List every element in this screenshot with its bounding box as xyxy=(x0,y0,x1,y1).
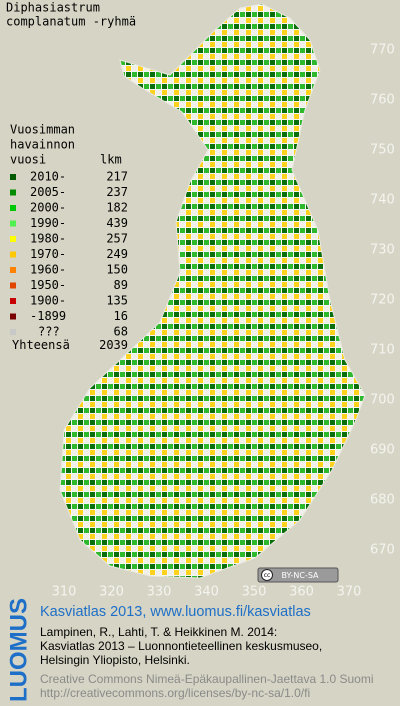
legend-count: 257 xyxy=(106,232,128,246)
x-coordinate-label: 320 xyxy=(99,585,124,600)
legend-swatch xyxy=(10,282,16,289)
coordinate-labels: 770 760 750 740 730 720 710 700 690 680 670 310 320 3… xyxy=(52,43,395,600)
legend-count: 16 xyxy=(114,309,128,323)
legend-label: 2000- xyxy=(30,201,66,215)
y-coordinate-label: 680 xyxy=(370,493,395,508)
y-coordinate-label: 710 xyxy=(370,343,395,358)
title-line: complanatum -ryhmä xyxy=(6,15,136,29)
license-line: Creative Commons Nimeä-Epäkaupallinen-Ja… xyxy=(40,672,374,686)
legend-swatch xyxy=(10,174,16,180)
legend-label: ??? xyxy=(38,325,60,339)
legend-label: 1950- xyxy=(30,278,66,292)
x-coordinate-label: 360 xyxy=(289,585,314,600)
legend-swatch xyxy=(10,220,16,227)
legend-label: 2010- xyxy=(30,170,66,184)
legend-swatch xyxy=(10,313,16,320)
svg-text:cc: cc xyxy=(264,572,271,579)
legend-swatch xyxy=(10,329,16,335)
legend-label: 1990- xyxy=(30,216,66,230)
headline: Kasviatlas 2013, www.luomus.fi/kasviatla… xyxy=(40,604,311,620)
legend-heading: Vuosimman xyxy=(10,123,75,137)
legend-count: 249 xyxy=(106,247,128,261)
x-coordinate-label: 330 xyxy=(147,585,172,600)
legend-count: 135 xyxy=(106,294,128,308)
legend-heading: vuosi xyxy=(10,153,46,167)
y-coordinate-label: 750 xyxy=(370,143,395,158)
y-coordinate-label: 690 xyxy=(370,443,395,458)
legend-label: 1960- xyxy=(30,263,66,277)
license-badge: cc BY-NC-SA xyxy=(257,567,339,583)
y-coordinate-label: 670 xyxy=(370,543,395,558)
license: Creative Commons Nimeä-Epäkaupallinen-Ja… xyxy=(40,672,374,700)
y-coordinate-label: 770 xyxy=(370,43,395,58)
legend-label: -1899 xyxy=(30,309,66,323)
legend-swatch xyxy=(10,267,16,273)
y-coordinate-label: 760 xyxy=(370,93,395,108)
legend-swatch xyxy=(10,189,16,196)
legend-total: 2039 xyxy=(99,338,128,352)
legend-count: 89 xyxy=(114,278,128,292)
citation: Lampinen, R., Lahti, T. & Heikkinen M. 2… xyxy=(40,625,322,667)
legend-count: 150 xyxy=(106,263,128,277)
citation-line: Kasviatlas 2013 – Luonnontieteellinen ke… xyxy=(40,639,322,653)
license-badge-text: BY-NC-SA xyxy=(281,571,319,580)
x-coordinate-label: 340 xyxy=(194,585,219,600)
title-line: Diphasiastrum xyxy=(6,1,100,15)
legend-count: 182 xyxy=(106,201,128,215)
legend-count: 439 xyxy=(106,216,128,230)
license-line: http://creativecommons.org/licenses/by-n… xyxy=(40,686,310,700)
legend-heading: havainnon xyxy=(10,138,75,152)
y-coordinate-label: 740 xyxy=(370,193,395,208)
legend-label: 1970- xyxy=(30,247,66,261)
x-coordinate-label: 350 xyxy=(242,585,267,600)
citation-line: Lampinen, R., Lahti, T. & Heikkinen M. 2… xyxy=(40,625,277,639)
x-coordinate-label: 370 xyxy=(337,585,362,600)
legend-count: 237 xyxy=(106,185,128,199)
legend-swatch xyxy=(10,251,16,258)
legend-label: 1900- xyxy=(30,294,66,308)
legend-count-heading: lkm xyxy=(100,153,122,167)
y-coordinate-label: 730 xyxy=(370,243,395,258)
citation-line: Helsingin Yliopisto, Helsinki. xyxy=(40,653,190,667)
y-coordinate-label: 700 xyxy=(370,393,395,408)
legend-label: 2005- xyxy=(30,185,66,199)
legend-label: 1980- xyxy=(30,232,66,246)
logo: LUOMUS xyxy=(5,598,32,702)
legend-count: 217 xyxy=(106,170,128,184)
legend-count: 68 xyxy=(114,325,128,339)
legend-swatch xyxy=(10,298,16,304)
x-coordinate-label: 310 xyxy=(52,585,77,600)
legend-swatch xyxy=(10,236,16,242)
finland-map xyxy=(59,3,366,579)
y-coordinate-label: 720 xyxy=(370,293,395,308)
legend-swatch xyxy=(10,205,16,211)
legend-total-label: Yhteensä xyxy=(12,338,70,352)
